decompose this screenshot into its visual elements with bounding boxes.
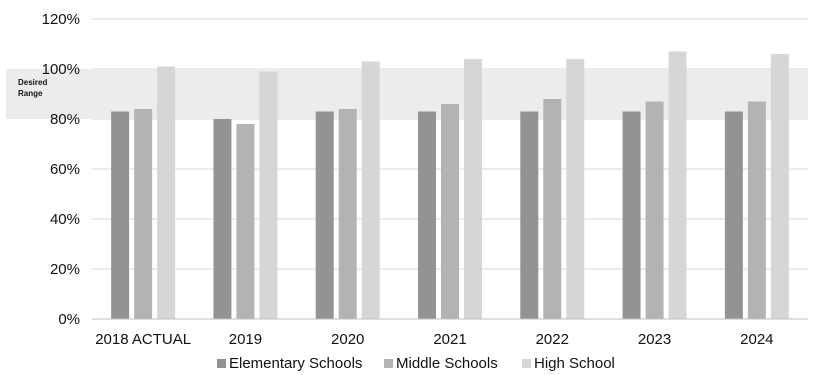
y-tick-label: 40% — [50, 211, 80, 228]
legend-swatch — [522, 359, 531, 368]
bar-high-school — [464, 59, 482, 319]
x-tick-label: 2018 ACTUAL — [95, 331, 191, 348]
x-tick-label: 2024 — [740, 331, 773, 348]
bar-middle-schools — [645, 101, 664, 319]
bar-high-school — [157, 66, 176, 319]
x-tick-label: 2023 — [638, 331, 671, 348]
x-axis: 2018 ACTUAL 2019 2020 2021 2022 2023 2024 — [92, 318, 808, 348]
bar-middle-schools — [134, 109, 153, 319]
bar-high-school — [770, 54, 789, 319]
bar-elementary-schools — [315, 111, 334, 319]
y-tick-label: 20% — [50, 261, 80, 278]
x-tick-label: 2020 — [331, 331, 364, 348]
bar-middle-schools — [236, 124, 255, 319]
bar-elementary-schools — [724, 111, 743, 319]
legend-label: Middle Schools — [396, 355, 498, 372]
desired-range-label-line2: Range — [18, 89, 43, 98]
bars — [111, 51, 789, 319]
bar-high-school — [259, 71, 278, 319]
legend-label: Elementary Schools — [229, 355, 362, 372]
x-tick-label: 2022 — [536, 331, 569, 348]
bar-high-school — [566, 59, 585, 319]
bar-middle-schools — [543, 99, 562, 319]
legend-label: High School — [534, 355, 615, 372]
bar-elementary-schools — [111, 111, 130, 319]
bar-middle-schools — [747, 101, 766, 319]
y-tick-label: 120% — [42, 11, 80, 28]
y-axis: 0% 20% 40% 60% 80% 100% 120% — [42, 11, 80, 328]
bar-elementary-schools — [622, 111, 641, 319]
bar-elementary-schools — [418, 111, 436, 319]
y-tick-label: 0% — [58, 311, 80, 328]
legend-swatch — [384, 359, 393, 368]
x-tick-label: 2021 — [433, 331, 466, 348]
bar-high-school — [361, 61, 380, 319]
y-tick-label: 60% — [50, 161, 80, 178]
bar-middle-schools — [441, 104, 459, 319]
bar-middle-schools — [338, 109, 357, 319]
bar-high-school — [668, 51, 687, 319]
legend-swatch — [217, 359, 226, 368]
legend: Elementary Schools Middle Schools High Sch… — [217, 355, 615, 372]
bar-elementary-schools — [213, 119, 232, 319]
y-tick-label: 80% — [50, 111, 80, 128]
x-tick-label: 2019 — [229, 331, 262, 348]
bar-elementary-schools — [520, 111, 539, 319]
desired-range-label-line1: Desired — [18, 78, 47, 87]
y-tick-label: 100% — [42, 61, 80, 78]
